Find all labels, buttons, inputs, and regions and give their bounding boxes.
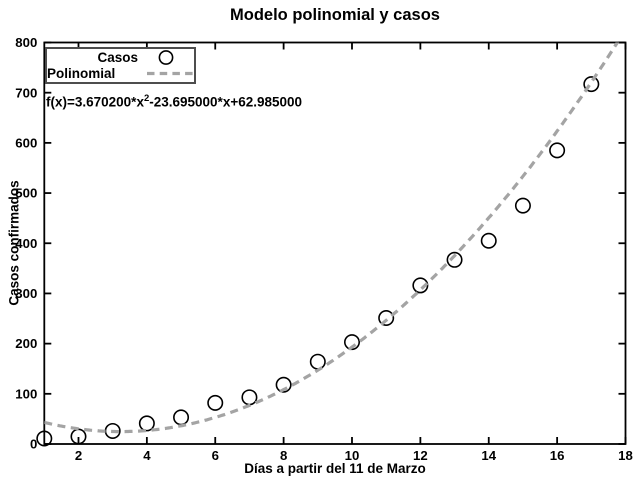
data-point — [309, 353, 326, 370]
x-tick-label: 14 — [481, 448, 496, 463]
equation-suffix: -23.695000*x+62.985000 — [149, 94, 303, 110]
legend-label-polinomial: Polinomial — [47, 65, 116, 81]
data-point — [446, 251, 463, 268]
polynomial-curve — [44, 42, 620, 434]
y-tick-label: 600 — [15, 135, 37, 150]
circle-marker-icon — [144, 49, 194, 66]
data-point — [514, 197, 531, 214]
x-tick-label: 8 — [280, 448, 287, 463]
y-tick-label: 400 — [15, 236, 37, 251]
data-point — [378, 310, 395, 327]
x-tick-label: 16 — [550, 448, 565, 463]
y-tick-label: 0 — [30, 437, 37, 452]
x-tick-label: 6 — [212, 448, 219, 463]
equation-annotation: f(x)=3.670200*x2-23.695000*x+62.985000 — [46, 93, 302, 110]
x-tick-label: 10 — [345, 448, 360, 463]
legend-item-casos: Casos — [47, 50, 194, 66]
legend-label-casos: Casos — [97, 49, 138, 65]
data-point — [275, 376, 292, 393]
y-tick-label: 700 — [15, 85, 37, 100]
data-point — [583, 76, 600, 93]
x-axis-label: Días a partir del 11 de Marzo — [244, 461, 426, 476]
equation-prefix: f(x)=3.670200*x — [46, 94, 144, 110]
data-point — [36, 430, 53, 447]
chart-title: Modelo polinomial y casos — [230, 6, 440, 24]
data-point — [138, 415, 155, 432]
x-tick-label: 12 — [413, 448, 428, 463]
data-point — [173, 409, 190, 426]
legend: Casos Polinomial — [45, 47, 196, 84]
y-tick-label: 800 — [15, 35, 37, 50]
legend-item-polinomial: Polinomial — [47, 66, 194, 82]
data-point — [480, 232, 497, 249]
x-tick-label: 2 — [75, 448, 82, 463]
data-point — [241, 389, 258, 406]
data-point — [549, 142, 566, 159]
equation-superscript: 2 — [143, 93, 150, 104]
y-axis-label: Casos confirmados — [6, 180, 22, 306]
x-tick-label: 4 — [143, 448, 151, 463]
x-tick-label: 18 — [618, 448, 633, 463]
y-tick-label: 200 — [15, 336, 37, 351]
dashed-line-icon — [121, 65, 194, 82]
y-tick-label: 100 — [15, 386, 37, 401]
data-point — [207, 394, 224, 411]
data-point — [343, 334, 360, 351]
y-tick-label: 500 — [15, 186, 37, 201]
data-point — [412, 277, 429, 294]
y-tick-label: 300 — [15, 286, 37, 301]
